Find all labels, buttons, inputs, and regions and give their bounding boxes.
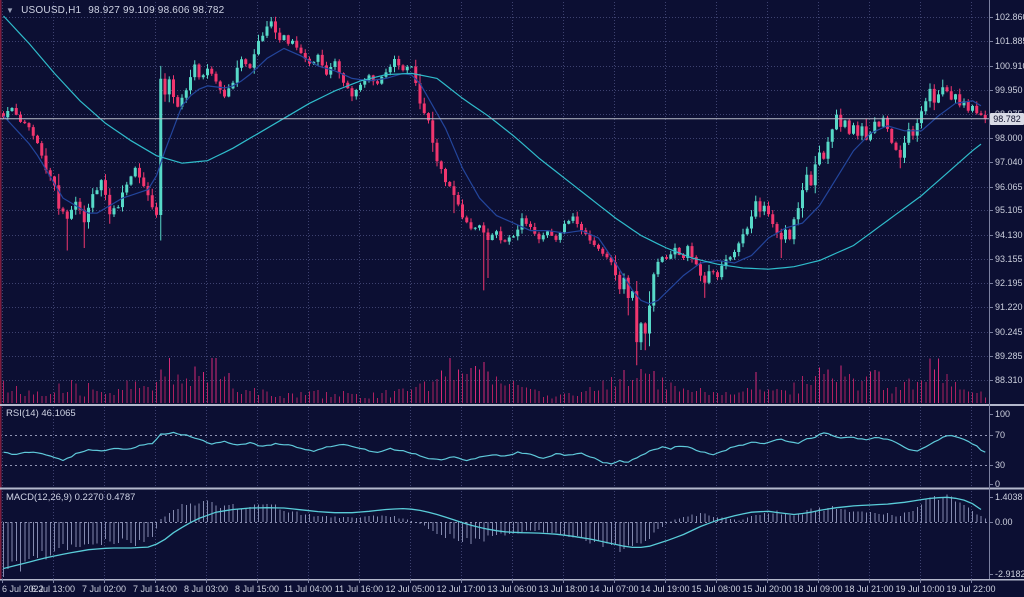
svg-text:18 Jul 21:00: 18 Jul 21:00 <box>844 584 893 594</box>
svg-text:12 Jul 05:00: 12 Jul 05:00 <box>385 584 434 594</box>
svg-text:19 Jul 10:00: 19 Jul 10:00 <box>895 584 944 594</box>
svg-text:94.130: 94.130 <box>995 230 1023 240</box>
svg-text:18 Jul 09:00: 18 Jul 09:00 <box>793 584 842 594</box>
rsi-pane <box>3 431 986 465</box>
svg-text:99.950: 99.950 <box>995 85 1023 95</box>
svg-text:15 Jul 20:00: 15 Jul 20:00 <box>742 584 791 594</box>
svg-text:13 Jul 18:00: 13 Jul 18:00 <box>538 584 587 594</box>
svg-text:7 Jul 14:00: 7 Jul 14:00 <box>133 584 177 594</box>
svg-text:1.4038: 1.4038 <box>995 492 1023 502</box>
rsi-indicator-label: RSI(14) 46.1065 <box>6 408 76 419</box>
svg-text:92.195: 92.195 <box>995 278 1023 288</box>
symbol-timeframe-label: USOUSD,H1 <box>21 5 82 16</box>
svg-text:89.285: 89.285 <box>995 351 1023 361</box>
svg-text:15 Jul 08:00: 15 Jul 08:00 <box>691 584 740 594</box>
chart-header: ▼ USOUSD,H1 98.927 99.109 98.606 98.782 <box>6 5 224 16</box>
svg-text:100: 100 <box>995 409 1010 419</box>
svg-text:14 Jul 07:00: 14 Jul 07:00 <box>589 584 638 594</box>
svg-text:95.105: 95.105 <box>995 205 1023 215</box>
svg-text:0.00: 0.00 <box>995 517 1013 527</box>
svg-text:6 Jul 2022: 6 Jul 2022 <box>2 584 44 594</box>
svg-text:14 Jul 19:00: 14 Jul 19:00 <box>640 584 689 594</box>
collapse-triangle-icon[interactable]: ▼ <box>6 5 15 15</box>
ohlc-values-label: 98.927 99.109 98.606 98.782 <box>88 5 225 16</box>
current-price-tag: 98.782 <box>990 113 1024 125</box>
svg-text:93.155: 93.155 <box>995 254 1023 264</box>
svg-text:11 Jul 16:00: 11 Jul 16:00 <box>335 584 383 594</box>
main-price-pane <box>0 15 989 403</box>
svg-text:30: 30 <box>995 460 1005 470</box>
svg-text:0: 0 <box>995 479 1000 489</box>
svg-text:96.065: 96.065 <box>995 182 1023 192</box>
svg-text:88.310: 88.310 <box>995 375 1023 385</box>
svg-text:91.220: 91.220 <box>995 302 1023 312</box>
svg-text:90.245: 90.245 <box>995 327 1023 337</box>
macd-indicator-label: MACD(12,26,9) 0.2270 0.4787 <box>6 492 136 503</box>
svg-text:11 Jul 04:00: 11 Jul 04:00 <box>284 584 332 594</box>
svg-text:70: 70 <box>995 430 1005 440</box>
svg-text:8 Jul 15:00: 8 Jul 15:00 <box>235 584 279 594</box>
svg-text:-2.9182: -2.9182 <box>995 569 1024 579</box>
svg-text:13 Jul 06:00: 13 Jul 06:00 <box>487 584 536 594</box>
macd-pane <box>3 494 986 577</box>
svg-text:7 Jul 02:00: 7 Jul 02:00 <box>82 584 126 594</box>
svg-text:101.885: 101.885 <box>995 36 1024 46</box>
svg-text:98.000: 98.000 <box>995 133 1023 143</box>
svg-text:6 Jul 13:00: 6 Jul 13:00 <box>31 584 75 594</box>
svg-text:97.040: 97.040 <box>995 157 1023 167</box>
svg-text:100.910: 100.910 <box>995 61 1024 71</box>
svg-text:8 Jul 03:00: 8 Jul 03:00 <box>184 584 228 594</box>
svg-text:19 Jul 22:00: 19 Jul 22:00 <box>946 584 995 594</box>
svg-text:102.860: 102.860 <box>995 12 1024 22</box>
svg-text:12 Jul 17:00: 12 Jul 17:00 <box>436 584 485 594</box>
